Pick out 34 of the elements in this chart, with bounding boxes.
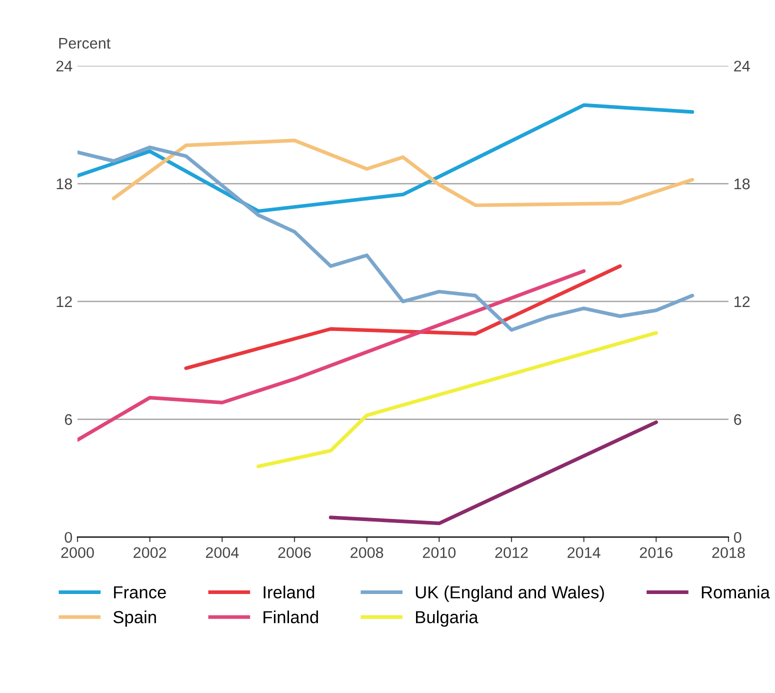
x-tick-label: 2006 [278, 547, 311, 558]
y2-tick-label: 12 [734, 296, 750, 307]
y2-tick-label: 24 [734, 60, 750, 72]
y2-tick-label: 0 [734, 532, 742, 543]
line-series [78, 103, 694, 213]
x-tick-label: 2010 [422, 547, 456, 558]
legend-label: Spain [113, 610, 156, 627]
x-tick-label: 2004 [206, 547, 239, 558]
y-tick-label: 0 [64, 532, 72, 543]
y-tick-label: 12 [56, 296, 72, 307]
y-axis-title: Percent [59, 38, 111, 49]
line-series [256, 331, 658, 468]
legend-label: France [114, 586, 166, 598]
legend-label: Finland [264, 610, 318, 624]
x-tick-label: 2014 [568, 547, 600, 558]
legend-label: Ireland [264, 586, 314, 598]
x-tick-label: 2000 [61, 547, 94, 558]
line-series [112, 138, 694, 208]
y2-tick-label: 6 [734, 414, 742, 425]
y-tick-label: 24 [56, 60, 72, 72]
legend-label: Romania [702, 586, 770, 598]
line-series [184, 264, 622, 370]
legend-label: UK (England and Wales) [416, 586, 604, 602]
line-series [78, 146, 694, 332]
x-tick-label: 2018 [712, 547, 745, 558]
y-tick-label: 18 [56, 178, 72, 190]
y2-tick-label: 18 [734, 178, 750, 190]
line-series [78, 269, 586, 442]
x-tick-label: 2002 [134, 547, 166, 558]
x-tick-label: 2016 [640, 547, 672, 558]
legend-label: Bulgaria [416, 610, 478, 627]
y-tick-label: 6 [64, 414, 72, 425]
x-tick-label: 2012 [495, 547, 528, 558]
x-tick-label: 2008 [350, 547, 384, 558]
